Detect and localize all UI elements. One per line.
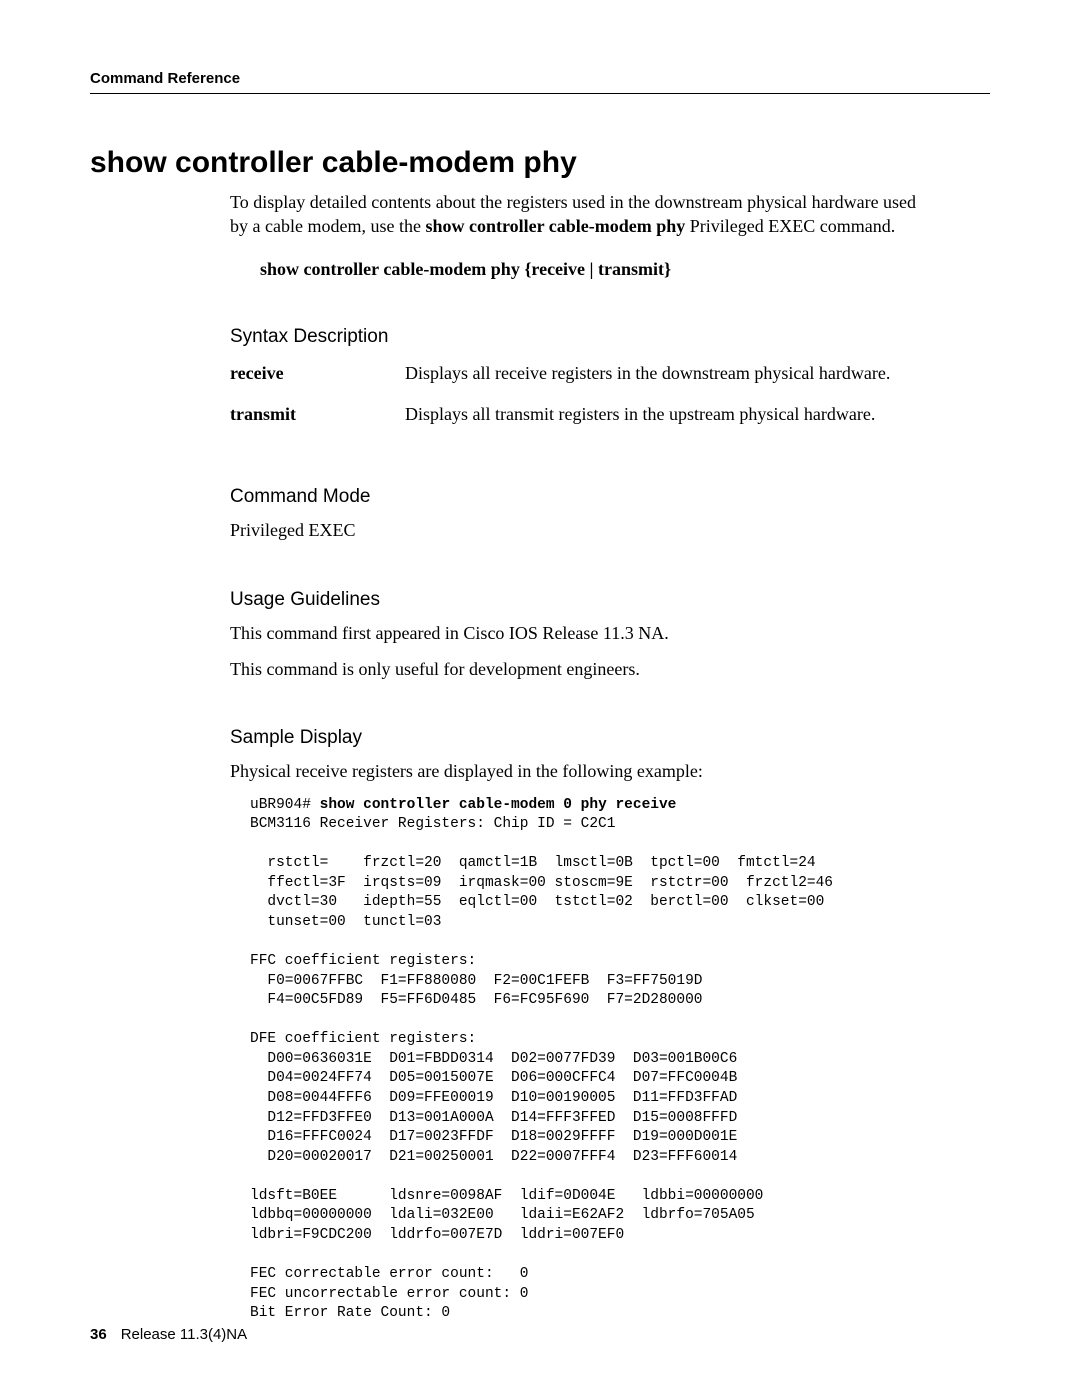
intro-paragraph: To display detailed contents about the r… [230, 190, 930, 239]
page-footer: 36 Release 11.3(4)NA [90, 1326, 247, 1343]
section-usage-guidelines: Usage Guidelines [230, 589, 990, 611]
syntax-term: transmit [230, 399, 405, 440]
sample-prompt: uBR904# [250, 797, 320, 813]
syntax-line: show controller cable-modem phy {receive… [260, 259, 990, 280]
release-label: Release 11.3(4)NA [121, 1326, 247, 1343]
syntax-table: receive Displays all receive registers i… [230, 358, 890, 441]
syntax-desc: Displays all transmit registers in the u… [405, 399, 890, 440]
sample-body: BCM3116 Receiver Registers: Chip ID = C2… [250, 816, 833, 1321]
syntax-term: receive [230, 358, 405, 399]
sample-command: show controller cable-modem 0 phy receiv… [320, 797, 677, 813]
syntax-desc: Displays all receive registers in the do… [405, 358, 890, 399]
sample-intro: Physical receive registers are displayed… [230, 759, 910, 783]
table-row: transmit Displays all transmit registers… [230, 399, 890, 440]
intro-command-bold: show controller cable-modem phy [425, 216, 685, 236]
intro-text-after: Privileged EXEC command. [685, 216, 895, 236]
page-number: 36 [90, 1326, 107, 1343]
usage-p2: This command is only useful for developm… [230, 657, 910, 681]
command-mode-text: Privileged EXEC [230, 518, 910, 542]
section-command-mode: Command Mode [230, 486, 990, 508]
section-sample-display: Sample Display [230, 727, 990, 749]
sample-output: uBR904# show controller cable-modem 0 ph… [250, 796, 990, 1324]
table-row: receive Displays all receive registers i… [230, 358, 890, 399]
command-title: show controller cable-modem phy [90, 146, 990, 180]
usage-p1: This command first appeared in Cisco IOS… [230, 621, 910, 645]
section-syntax-description: Syntax Description [230, 326, 990, 348]
intro-block: To display detailed contents about the r… [230, 190, 930, 239]
page: Command Reference show controller cable-… [0, 0, 1080, 1397]
running-header: Command Reference [90, 70, 990, 94]
